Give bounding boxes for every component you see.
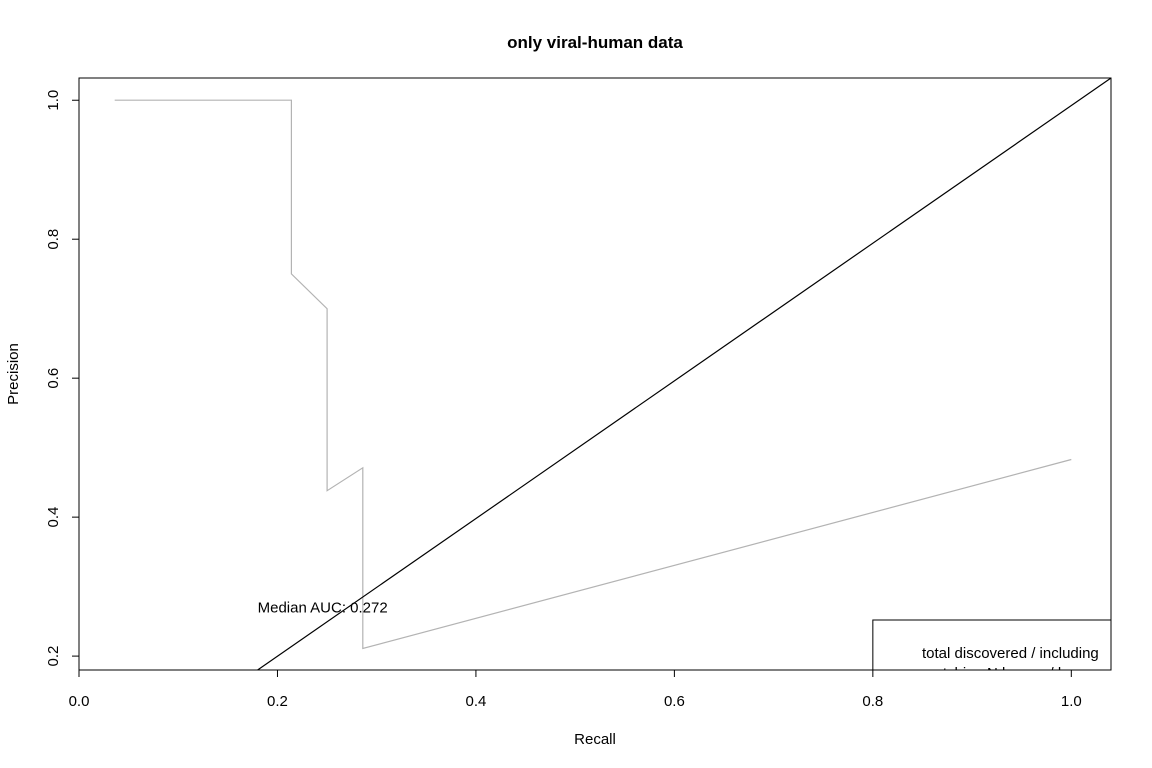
y-tick-label: 0.4 xyxy=(45,507,62,528)
x-tick-label: 0.6 xyxy=(664,693,685,710)
median-auc-annotation: Median AUC: 0.272 xyxy=(258,599,388,616)
x-tick-label: 0.8 xyxy=(862,693,883,710)
plot-frame xyxy=(78,77,1112,671)
x-tick-label: 0.0 xyxy=(69,693,90,710)
chart-title: only viral-human data xyxy=(507,33,683,52)
y-tick-label: 0.2 xyxy=(45,646,62,667)
x-axis-label: Recall xyxy=(574,731,616,748)
y-tick-label: 0.6 xyxy=(45,368,62,389)
y-tick-label: 1.0 xyxy=(45,90,62,111)
x-tick-label: 1.0 xyxy=(1061,693,1082,710)
x-tick-label: 0.2 xyxy=(267,693,288,710)
y-tick-label: 0.8 xyxy=(45,229,62,250)
x-tick-label: 0.4 xyxy=(465,693,486,710)
y-axis-label: Precision xyxy=(5,343,22,405)
legend-box xyxy=(872,619,1111,670)
pr-curve-line xyxy=(114,99,1072,650)
legend-text: total discovered / including xyxy=(922,645,1099,662)
reference-line xyxy=(257,78,1111,670)
legend-text: matching N known / known xyxy=(922,665,1101,682)
